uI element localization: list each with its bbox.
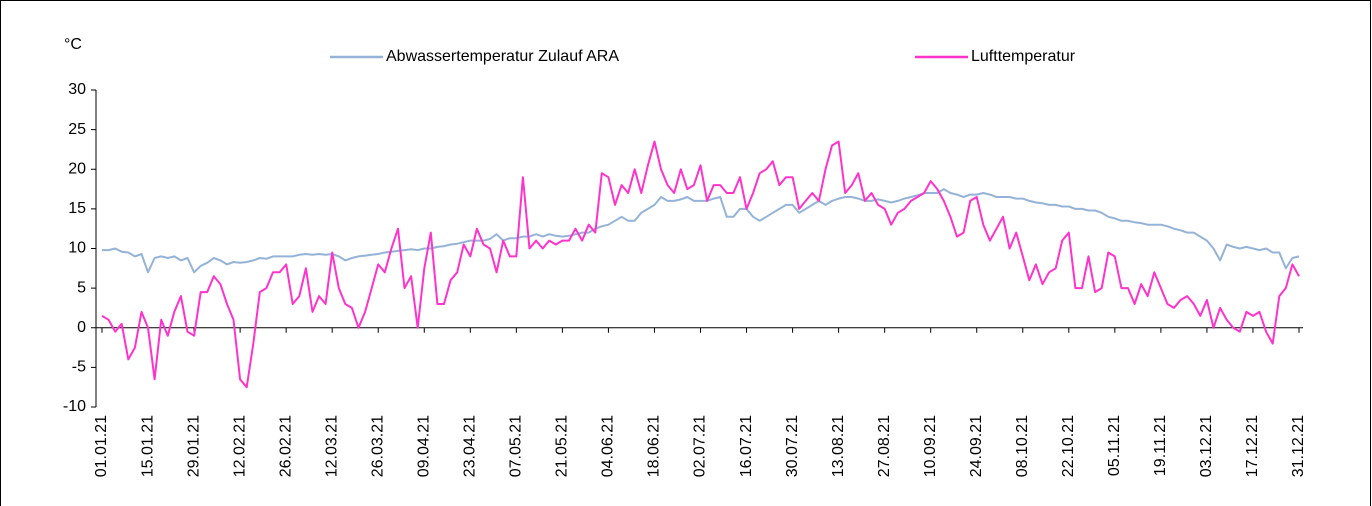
series-line xyxy=(102,188,1300,274)
series-line xyxy=(101,140,1300,389)
y-tick-label: 0 xyxy=(77,319,86,336)
y-tick-label: -10 xyxy=(63,398,86,415)
x-tick-label: 26.02.21 xyxy=(277,415,294,477)
x-tick-label: 21.05.21 xyxy=(554,415,571,477)
x-tick-label: 07.05.21 xyxy=(508,415,525,477)
x-tick-label: 01.01.21 xyxy=(93,415,110,477)
legend-label: Abwassertemperatur Zulauf ARA xyxy=(386,48,619,65)
y-axis-unit: °C xyxy=(64,36,82,53)
x-tick-label: 23.04.21 xyxy=(462,415,479,477)
y-tick-label: 25 xyxy=(68,121,86,138)
x-tick-label: 30.07.21 xyxy=(784,415,801,477)
y-tick-label: 5 xyxy=(77,279,86,296)
x-tick-label: 12.03.21 xyxy=(323,415,340,477)
x-tick-label: 13.08.21 xyxy=(830,415,847,477)
x-tick-label: 27.08.21 xyxy=(876,415,893,477)
x-tick-label: 31.12.21 xyxy=(1290,415,1307,477)
y-tick-label: -5 xyxy=(72,359,86,376)
x-tick-label: 22.10.21 xyxy=(1060,415,1077,477)
x-tick-label: 09.04.21 xyxy=(415,415,432,477)
x-tick-label: 19.11.21 xyxy=(1152,415,1169,476)
x-tick-label: 10.09.21 xyxy=(922,415,939,477)
x-tick-label: 05.11.21 xyxy=(1106,415,1123,476)
y-tick-label: 20 xyxy=(68,160,86,177)
x-tick-label: 02.07.21 xyxy=(692,415,709,477)
y-tick-label: 10 xyxy=(68,240,86,257)
x-tick-label: 12.02.21 xyxy=(231,415,248,477)
x-tick-label: 04.06.21 xyxy=(600,415,617,477)
x-tick-label: 15.01.21 xyxy=(139,415,156,477)
legend-label: Lufttemperatur xyxy=(971,48,1076,65)
x-tick-label: 16.07.21 xyxy=(738,415,755,477)
y-tick-label: 30 xyxy=(68,81,86,98)
x-tick-label: 29.01.21 xyxy=(185,415,202,477)
x-tick-label: 26.03.21 xyxy=(369,415,386,477)
y-tick-label: 15 xyxy=(68,200,86,217)
x-tick-label: 24.09.21 xyxy=(968,415,985,477)
x-tick-label: 08.10.21 xyxy=(1014,415,1031,477)
x-tick-label: 17.12.21 xyxy=(1244,415,1261,477)
x-tick-label: 03.12.21 xyxy=(1198,415,1215,477)
x-tick-label: 18.06.21 xyxy=(646,415,663,477)
